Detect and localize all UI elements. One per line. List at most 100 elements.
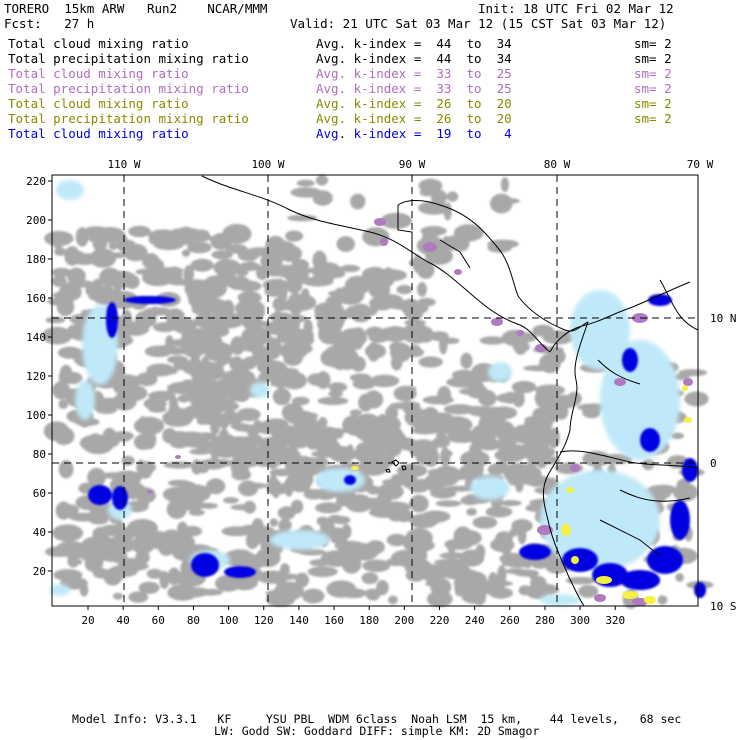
- gray-cloud-blob: [138, 581, 160, 594]
- gray-cloud-blob: [421, 446, 435, 456]
- gray-cloud-blob: [121, 321, 150, 336]
- gray-cloud-blob: [230, 423, 251, 430]
- gray-cloud-blob: [341, 524, 352, 540]
- gray-cloud-blob: [302, 588, 325, 604]
- gray-cloud-blob: [318, 417, 328, 428]
- gray-cloud-blob: [418, 201, 450, 215]
- gray-cloud-blob: [313, 268, 335, 283]
- gray-cloud-blob: [181, 249, 191, 257]
- latitude-label: 0: [710, 457, 717, 470]
- light-blue-blob: [270, 530, 330, 550]
- gray-cloud-blob: [675, 573, 684, 582]
- blue-core: [562, 548, 598, 572]
- gray-cloud-blob: [529, 467, 543, 488]
- gray-cloud-blob: [426, 590, 453, 608]
- gray-cloud-blob: [339, 328, 368, 348]
- gray-cloud-blob: [435, 500, 462, 507]
- gray-cloud-blob: [408, 303, 429, 314]
- gray-cloud-blob: [143, 397, 167, 410]
- yellow-blob: [566, 487, 574, 493]
- legend-field-4: Total precipitation mixing ratio: [8, 81, 249, 96]
- y-tick-label: 40: [33, 526, 46, 539]
- gray-cloud-blob: [315, 371, 331, 389]
- gray-cloud-blob: [390, 342, 412, 363]
- border-line: [385, 468, 391, 473]
- gray-cloud-blob: [45, 316, 66, 324]
- longitude-label: 80 W: [544, 158, 571, 171]
- gray-cloud-blob: [269, 312, 294, 322]
- gray-cloud-blob: [88, 515, 109, 525]
- gray-cloud-blob: [44, 230, 74, 247]
- gray-cloud-blob: [230, 336, 246, 355]
- x-tick-label: 80: [187, 614, 200, 627]
- longitude-label: 110 W: [107, 158, 140, 171]
- latitude-label: 10 S: [710, 600, 737, 613]
- border-line: [559, 450, 699, 469]
- blue-core: [519, 544, 551, 560]
- gray-cloud-blob: [277, 284, 287, 302]
- gray-cloud-blob: [567, 391, 582, 406]
- gray-cloud-blob: [218, 312, 244, 329]
- gray-cloud-blob: [349, 373, 372, 382]
- gray-cloud-blob: [402, 385, 417, 392]
- gray-cloud-blob: [578, 584, 599, 598]
- gray-cloud-blob: [274, 241, 296, 256]
- gray-cloud-blob: [356, 431, 369, 440]
- gray-cloud-blob: [146, 568, 163, 579]
- gray-cloud-blob: [240, 554, 268, 569]
- legend-stat-5: Avg. k-index = 26 to 20: [316, 96, 512, 111]
- gray-cloud-blob: [441, 235, 465, 251]
- gray-cloud-blob: [59, 364, 73, 385]
- gray-cloud-blob: [296, 179, 315, 187]
- gray-cloud-blob: [312, 250, 327, 271]
- x-tick-label: 240: [465, 614, 485, 627]
- init-time: Init: 18 UTC Fri 02 Mar 12: [478, 1, 674, 16]
- gray-cloud-blob: [298, 548, 326, 556]
- gray-cloud-blob: [182, 229, 199, 241]
- gray-cloud-blob: [362, 559, 391, 573]
- x-tick-label: 260: [500, 614, 520, 627]
- gray-cloud-blob: [191, 330, 213, 343]
- gray-cloud-blob: [292, 396, 310, 406]
- gray-cloud-blob: [651, 484, 677, 495]
- yellow-blob: [622, 591, 638, 599]
- gray-cloud-blob: [380, 212, 413, 229]
- gray-cloud-blob: [316, 516, 329, 526]
- gray-cloud-blob: [294, 340, 306, 360]
- gray-cloud-blob: [290, 499, 304, 514]
- gray-cloud-blob: [274, 581, 304, 601]
- light-blue-blob: [315, 468, 365, 492]
- gray-cloud-blob: [95, 405, 118, 414]
- gray-cloud-blob: [303, 489, 324, 500]
- blue-core: [620, 570, 660, 590]
- gray-cloud-blob: [466, 508, 477, 516]
- legend-sm-5: sm= 2: [634, 96, 672, 111]
- gray-cloud-blob: [317, 396, 349, 405]
- gray-cloud-blob: [453, 526, 473, 547]
- gray-cloud-blob: [165, 308, 185, 324]
- blue-core: [648, 294, 672, 306]
- gray-cloud-blob: [361, 572, 379, 585]
- blue-core: [694, 582, 706, 598]
- gray-cloud-blob: [124, 274, 140, 289]
- gray-cloud-blob: [162, 428, 178, 444]
- forecast-hour: Fcst: 27 h: [4, 16, 95, 31]
- gray-cloud-blob: [438, 423, 461, 432]
- purple-blob: [491, 318, 503, 326]
- gray-cloud-blob: [388, 595, 398, 605]
- gray-cloud-blob: [437, 385, 452, 406]
- gray-cloud-blob: [307, 566, 338, 578]
- gray-cloud-blob: [191, 361, 222, 379]
- gray-cloud-blob: [256, 266, 269, 281]
- purple-blob: [683, 378, 693, 386]
- legend-field-1: Total cloud mixing ratio: [8, 36, 189, 51]
- gray-cloud-blob: [160, 529, 183, 548]
- gray-cloud-blob: [92, 237, 108, 251]
- gray-cloud-blob: [218, 428, 230, 448]
- gray-cloud-blob: [325, 296, 339, 308]
- latitude-label: 10 N: [710, 312, 737, 325]
- gray-cloud-blob: [58, 399, 69, 409]
- legend-sm-6: sm= 2: [634, 111, 672, 126]
- gray-cloud-blob: [420, 226, 447, 236]
- gray-cloud-blob: [43, 421, 70, 441]
